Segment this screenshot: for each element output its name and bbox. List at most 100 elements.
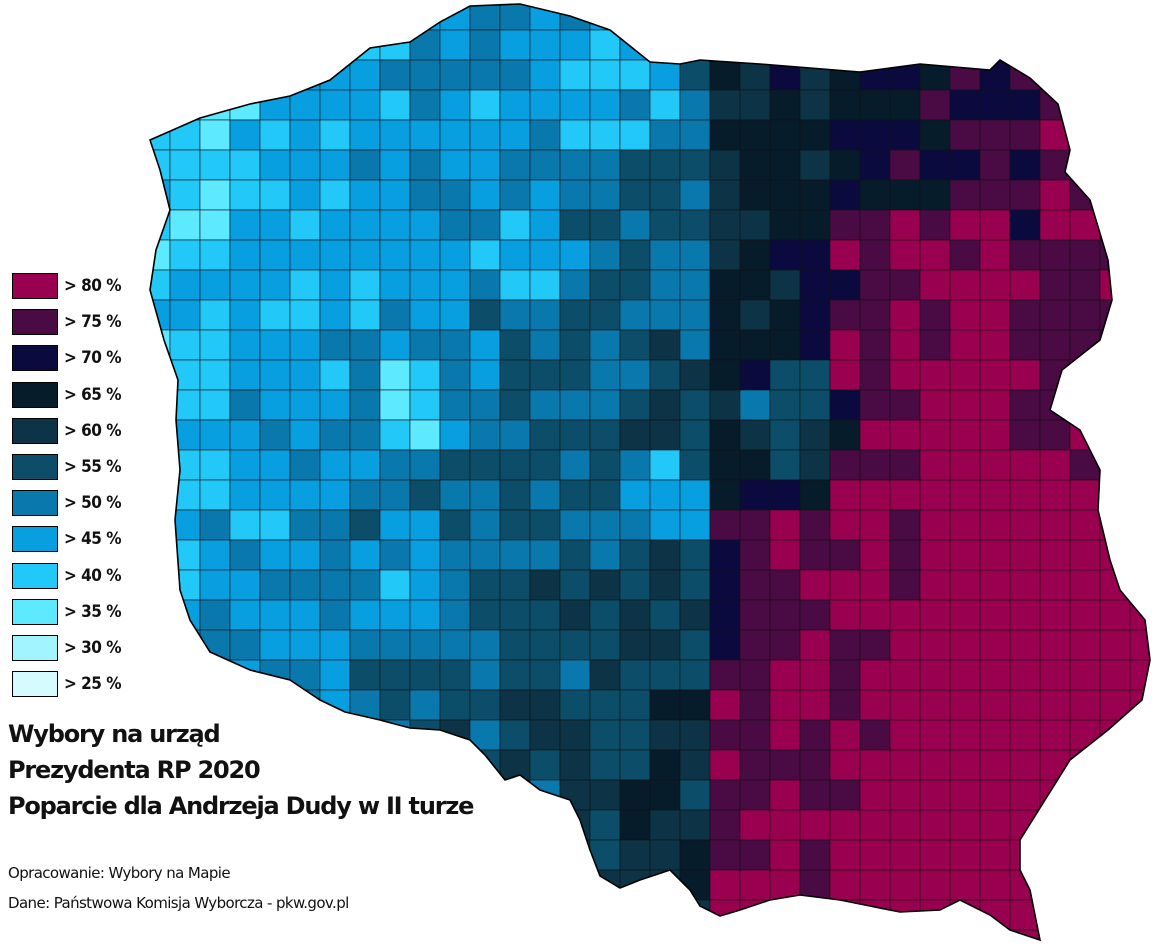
county-region: [739, 509, 771, 541]
county-region: [889, 929, 921, 940]
county-region: [559, 209, 591, 241]
county-region: [589, 539, 621, 571]
county-region: [199, 239, 231, 271]
county-region: [979, 239, 1011, 271]
county-region: [319, 569, 351, 601]
county-region: [150, 449, 171, 481]
county-region: [229, 209, 261, 241]
county-region: [799, 209, 831, 241]
county-region: [739, 179, 771, 211]
county-region: [709, 749, 741, 781]
county-region: [409, 569, 441, 601]
county-region: [1009, 509, 1041, 541]
county-region: [559, 659, 591, 691]
county-region: [1129, 179, 1150, 211]
county-region: [259, 89, 291, 121]
county-region: [439, 659, 471, 691]
county-region: [150, 629, 171, 661]
county-region: [409, 89, 441, 121]
county-region: [709, 509, 741, 541]
county-region: [199, 179, 231, 211]
county-region: [919, 449, 951, 481]
county-region: [949, 659, 981, 691]
county-region: [529, 59, 561, 91]
county-region: [1009, 749, 1041, 781]
county-region: [319, 929, 351, 940]
county-region: [979, 659, 1011, 691]
county-region: [979, 149, 1011, 181]
county-region: [859, 329, 891, 361]
county-region: [529, 479, 561, 511]
county-region: [679, 899, 711, 931]
county-region: [589, 299, 621, 331]
county-region: [619, 419, 651, 451]
county-region: [619, 749, 651, 781]
county-region: [259, 599, 291, 631]
county-region: [709, 809, 741, 841]
county-region: [889, 809, 921, 841]
county-region: [349, 899, 381, 931]
county-region: [1129, 359, 1150, 391]
county-region: [649, 119, 681, 151]
county-region: [469, 539, 501, 571]
county-region: [499, 809, 531, 841]
legend-label: > 50 %: [64, 493, 122, 514]
county-region: [1069, 869, 1101, 901]
county-region: [919, 209, 951, 241]
county-region: [439, 239, 471, 271]
county-region: [259, 449, 291, 481]
county-region: [919, 599, 951, 631]
county-region: [769, 719, 801, 751]
county-region: [799, 389, 831, 421]
county-region: [199, 539, 231, 571]
county-region: [679, 929, 711, 940]
legend-item: > 65 %: [12, 377, 122, 413]
county-region: [919, 899, 951, 931]
county-region: [469, 119, 501, 151]
county-region: [649, 149, 681, 181]
county-region: [529, 659, 561, 691]
county-region: [799, 539, 831, 571]
county-region: [889, 689, 921, 721]
county-region: [289, 659, 321, 691]
county-region: [619, 209, 651, 241]
county-region: [949, 509, 981, 541]
county-region: [169, 149, 201, 181]
county-region: [799, 719, 831, 751]
county-region: [349, 239, 381, 271]
county-region: [619, 779, 651, 811]
county-region: [469, 59, 501, 91]
county-region: [169, 89, 201, 121]
county-region: [169, 4, 201, 31]
legend-swatch: [12, 490, 58, 517]
county-region: [739, 149, 771, 181]
county-region: [979, 209, 1011, 241]
county-region: [559, 299, 591, 331]
county-region: [199, 479, 231, 511]
county-region: [379, 479, 411, 511]
county-region: [1009, 449, 1041, 481]
county-region: [889, 4, 921, 31]
county-region: [169, 59, 201, 91]
county-region: [1099, 419, 1131, 451]
county-region: [1069, 419, 1101, 451]
county-region: [649, 419, 681, 451]
county-region: [649, 479, 681, 511]
county-region: [409, 179, 441, 211]
county-region: [979, 119, 1011, 151]
legend-item: > 25 %: [12, 666, 122, 702]
county-region: [1129, 269, 1150, 301]
county-region: [829, 569, 861, 601]
county-region: [589, 389, 621, 421]
county-region: [709, 479, 741, 511]
county-region: [619, 269, 651, 301]
county-region: [469, 629, 501, 661]
county-region: [649, 839, 681, 871]
county-region: [589, 659, 621, 691]
county-region: [739, 479, 771, 511]
county-region: [349, 269, 381, 301]
county-region: [919, 179, 951, 211]
legend-swatch: [12, 526, 58, 553]
county-region: [349, 599, 381, 631]
county-region: [919, 539, 951, 571]
